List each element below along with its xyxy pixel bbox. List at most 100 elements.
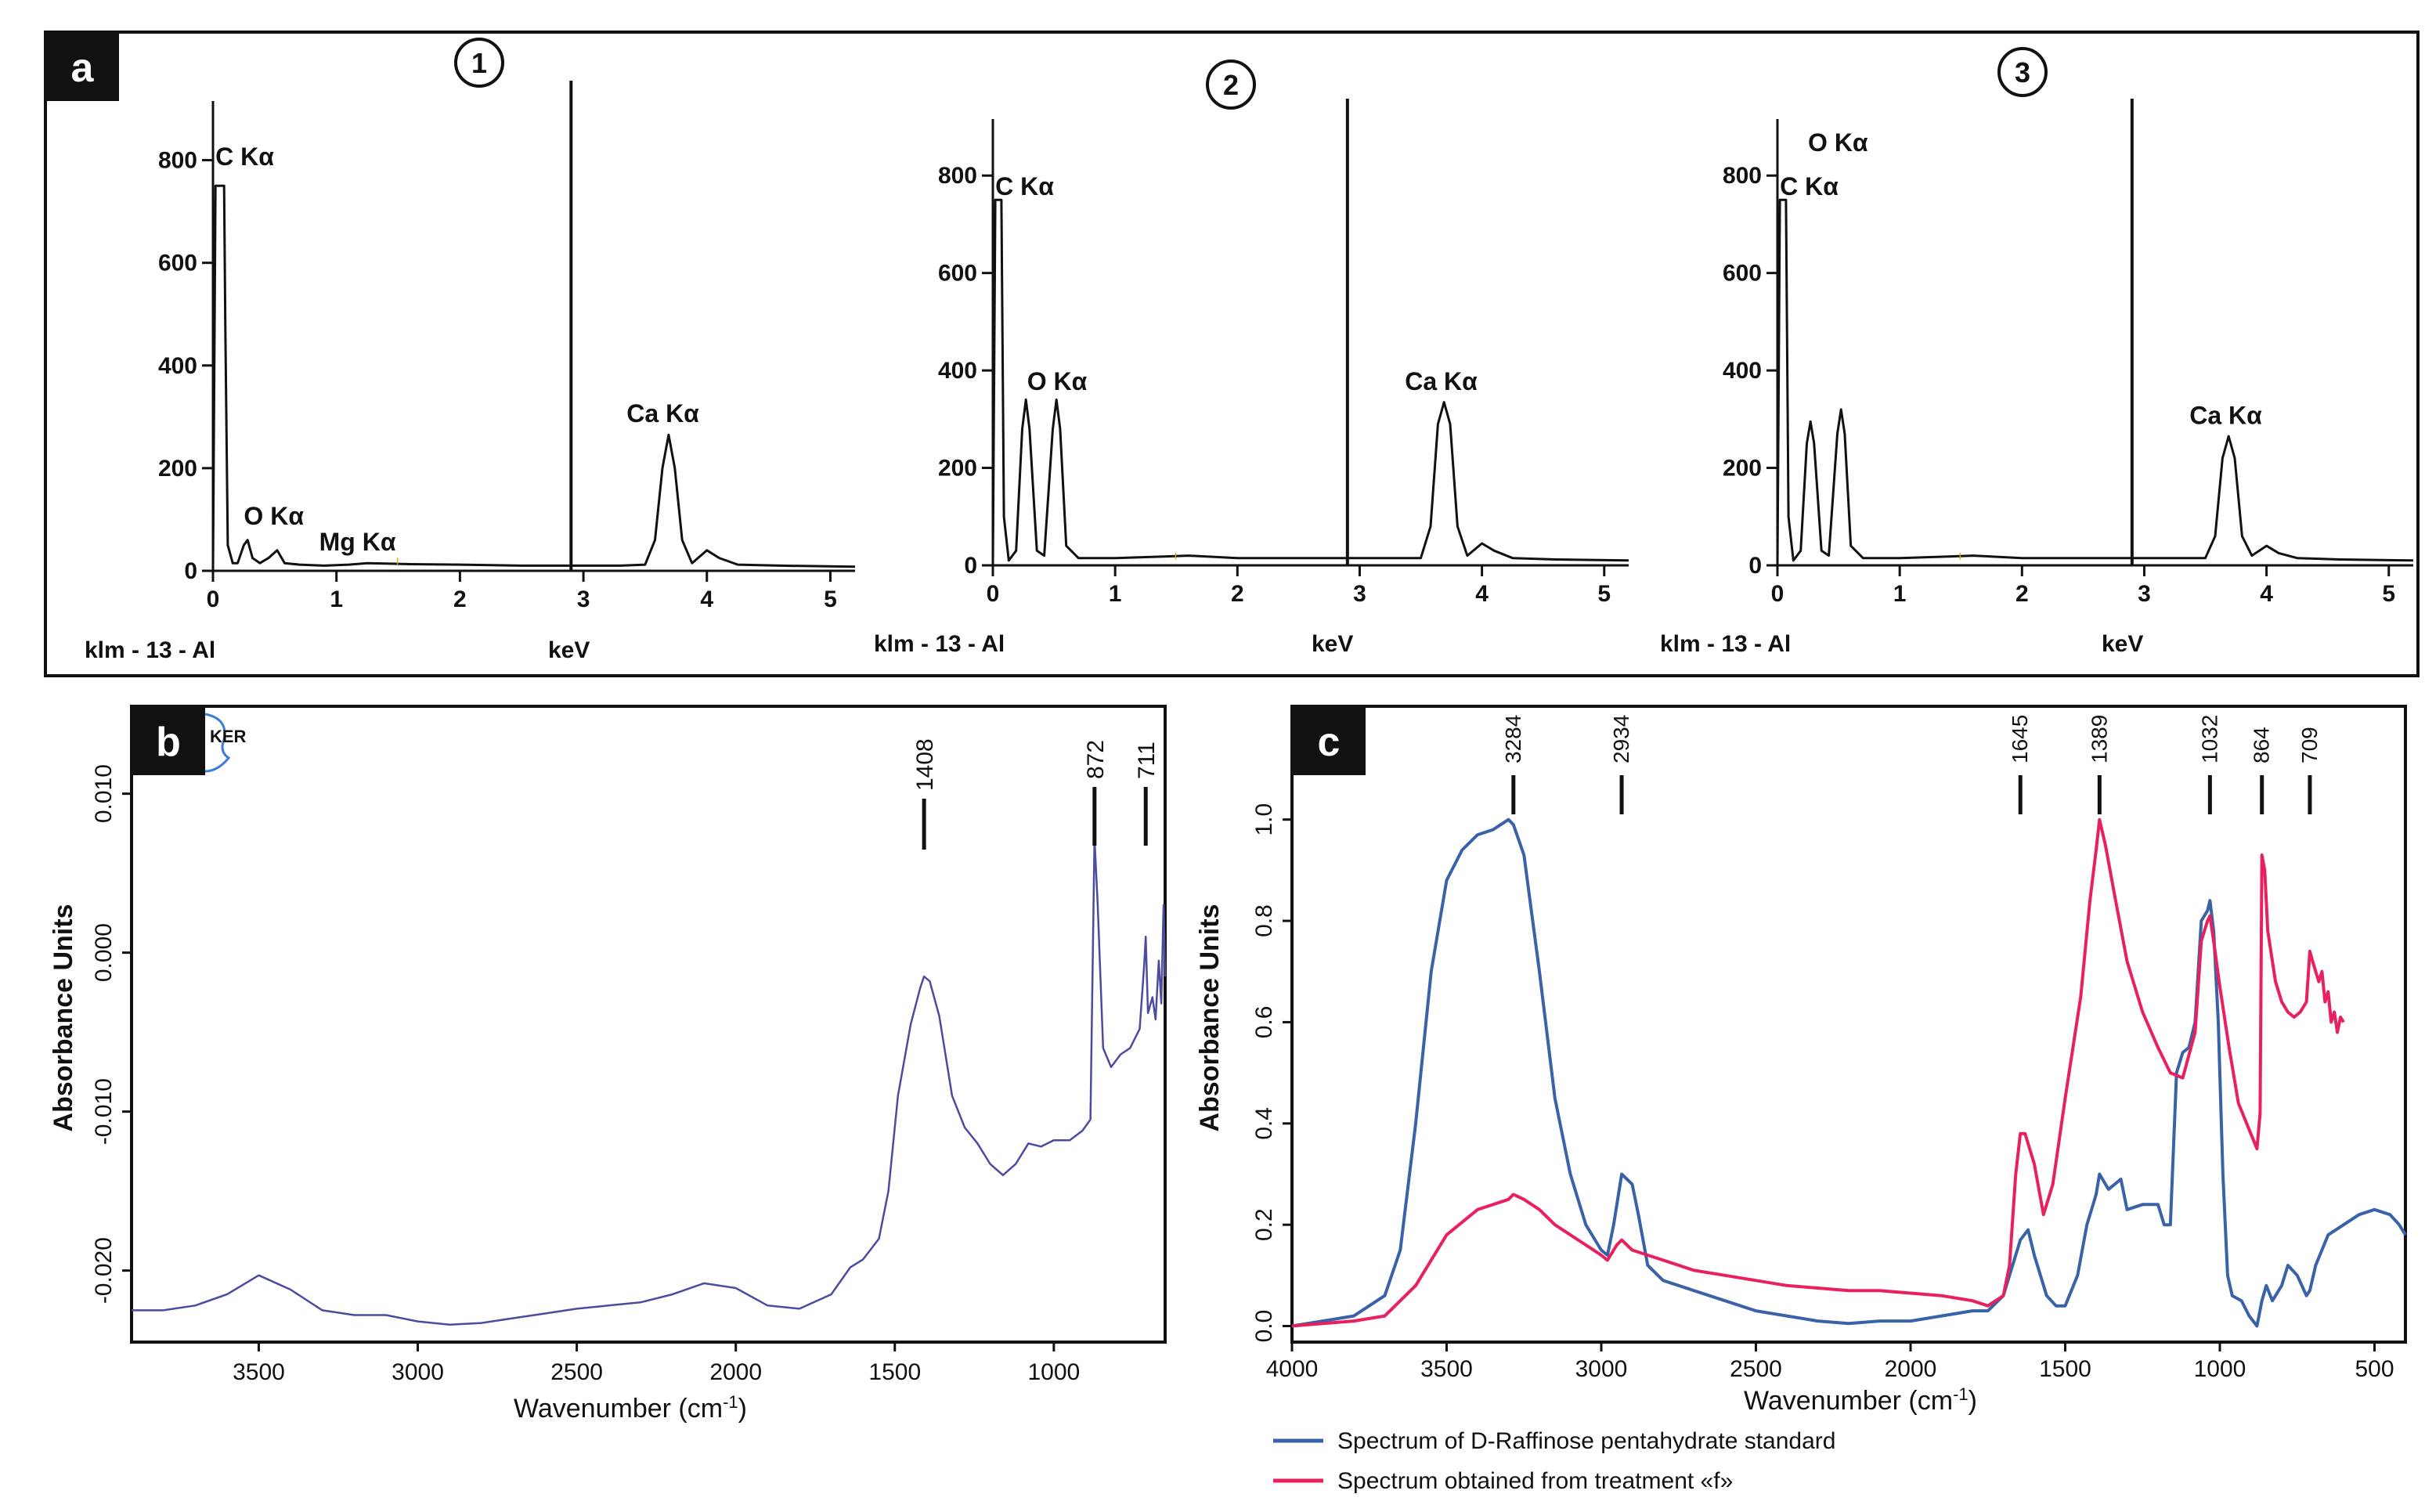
y-tick-label: 200: [1723, 456, 1762, 482]
eds-spectrum-2: 2 0 200 400 600 800 0 1 2 3 4 5 ı C Kα O Kα Ca Kα klm - …: [874, 60, 1629, 657]
peak-marker-label: 1389: [2087, 715, 2111, 763]
x-tick-label: 3000: [392, 1359, 444, 1385]
spectrum-number: 3: [2015, 56, 2030, 88]
treatment-spectrum-line: [1291, 817, 2345, 1328]
y-tick-label: 0.8: [1251, 904, 1277, 937]
y-tick-label: 0.2: [1251, 1208, 1277, 1241]
x-tick-label: 5: [2382, 581, 2395, 607]
legend: Spectrum of D-Raffinose pentahydrate sta…: [1273, 1428, 1835, 1494]
legend-label-treatment: Spectrum obtained from treatment «f»: [1337, 1468, 1733, 1494]
panel-b-xlabel: Wavenumber (cm-1): [514, 1392, 747, 1424]
x-tick-label: 4: [2260, 581, 2273, 607]
peak-label: Mg Kα: [319, 528, 396, 556]
panel-b-xlabel-sup: -1: [723, 1392, 738, 1412]
x-tick-label: 3500: [233, 1359, 285, 1385]
peak-marker-label: 1408: [912, 738, 938, 791]
panel-b-label: b: [156, 720, 181, 765]
x-tick-label: 4: [700, 586, 713, 612]
peak-marker-label: 872: [1083, 740, 1109, 779]
y-tick-label: 800: [938, 163, 977, 189]
x-tick-label: 1: [1893, 581, 1907, 607]
spectrum-number-circle: [1997, 47, 2048, 97]
marker-glyph: ı: [1174, 550, 1177, 563]
x-tick-label: 4: [1475, 581, 1489, 607]
peak-label: Ca Kα: [2189, 402, 2262, 430]
panel-c-xlabel-close: ): [1969, 1386, 1977, 1416]
x-tick-label: 1: [1109, 581, 1122, 607]
peak-marker-label: 2934: [1609, 715, 1633, 763]
marker-glyph: ı: [1958, 550, 1961, 563]
x-tick-label: 2500: [550, 1359, 603, 1385]
x-tick-label: 3000: [1575, 1356, 1628, 1382]
unit-label: keV: [1312, 631, 1353, 657]
x-tick-label: 2: [1231, 581, 1244, 607]
spectrum-number: 2: [1223, 69, 1239, 101]
spectrum-number-circle: [454, 38, 504, 88]
spectrum-number: 1: [471, 47, 487, 79]
panel-a-label-box: [45, 32, 119, 101]
panel-b-xlabel-text: Wavenumber (cm: [514, 1394, 723, 1424]
x-tick-label: 2: [2015, 581, 2029, 607]
x-tick-label: 2500: [1730, 1356, 1782, 1382]
x-tick-label: 3: [577, 586, 590, 612]
x-tick-label: 1500: [2039, 1356, 2091, 1382]
sample-label: klm - 13 - Al: [874, 631, 1005, 657]
x-tick-label: 1: [330, 586, 343, 612]
panel-b-label-box: [132, 706, 205, 775]
panel-b-xlabel-close: ): [738, 1394, 747, 1424]
y-tick-label: 600: [1723, 261, 1762, 287]
y-tick-label: -0.020: [91, 1237, 117, 1304]
x-tick-label: 1500: [868, 1359, 921, 1385]
y-tick-label: 800: [1723, 163, 1762, 189]
x-tick-label: 5: [824, 586, 837, 612]
x-tick-label: 0: [207, 586, 220, 612]
x-tick-label: 5: [1597, 581, 1611, 607]
unit-label: keV: [2102, 631, 2143, 657]
eds-spectrum-1: 1 0 200 400 600 800 0 1 2 3 4 5 ı C Kα O Kα Mg Kα Ca Kα k…: [85, 38, 856, 663]
y-tick-label: 1.0: [1251, 803, 1277, 836]
y-tick-label: 0.0: [1251, 1310, 1277, 1343]
peak-label: C Kα: [215, 143, 274, 171]
peak-label: C Kα: [1780, 172, 1839, 200]
eds-spectrum-3: 3 0 200 400 600 800 0 1 2 3 4 5 ı O Kα C Kα Ca Kα klm - …: [1660, 47, 2414, 657]
y-tick-label: 600: [938, 261, 977, 287]
y-tick-label: 0: [184, 558, 197, 584]
y-tick-label: 0.4: [1251, 1107, 1277, 1140]
panel-b-ylabel: Absorbance Units: [49, 904, 78, 1132]
x-tick-label: 4000: [1266, 1356, 1319, 1382]
panel-b-frame: [130, 705, 1167, 1344]
panel-c-xlabel: Wavenumber (cm-1): [1744, 1384, 1977, 1416]
panel-c-frame: [1290, 705, 2407, 1344]
y-tick-label: 200: [938, 456, 977, 482]
sample-label: klm - 13 - Al: [85, 637, 215, 663]
panel-c-xlabel-text: Wavenumber (cm: [1744, 1386, 1953, 1416]
peak-label: C Kα: [995, 172, 1054, 200]
peak-label: Ca Kα: [1405, 367, 1478, 395]
y-tick-label: 0.000: [91, 923, 117, 982]
ftir-trace: [132, 837, 1167, 1326]
y-tick-label: 400: [158, 353, 197, 379]
standard-spectrum-line: [1291, 817, 2407, 1328]
x-tick-label: 2000: [1885, 1356, 1937, 1382]
peak-marker-label: 709: [2297, 727, 2322, 763]
x-tick-label: 0: [987, 581, 1000, 607]
y-tick-label: 400: [1723, 358, 1762, 384]
marker-glyph: ı: [395, 554, 399, 568]
x-tick-label: 2: [453, 586, 467, 612]
y-tick-label: 600: [158, 251, 197, 276]
y-tick-label: 200: [158, 456, 197, 482]
x-tick-label: 1000: [2194, 1356, 2246, 1382]
peak-marker-label: 1032: [2197, 715, 2221, 763]
x-tick-label: 3: [1353, 581, 1366, 607]
y-tick-label: 0: [964, 553, 977, 579]
y-tick-label: 400: [938, 358, 977, 384]
ftir-plot-b: 0.010 0.000 -0.010 -0.020 3500 3000 2500 2000 15…: [91, 738, 1167, 1385]
panel-c-ylabel: Absorbance Units: [1195, 904, 1225, 1132]
y-tick-label: 800: [158, 148, 197, 174]
y-tick-label: 0.6: [1251, 1006, 1277, 1039]
panel-a-frame: [44, 31, 2420, 677]
peak-marker-label: 711: [1134, 742, 1160, 779]
eds-trace: [1776, 198, 2414, 566]
peak-label: Ca Kα: [626, 399, 699, 428]
